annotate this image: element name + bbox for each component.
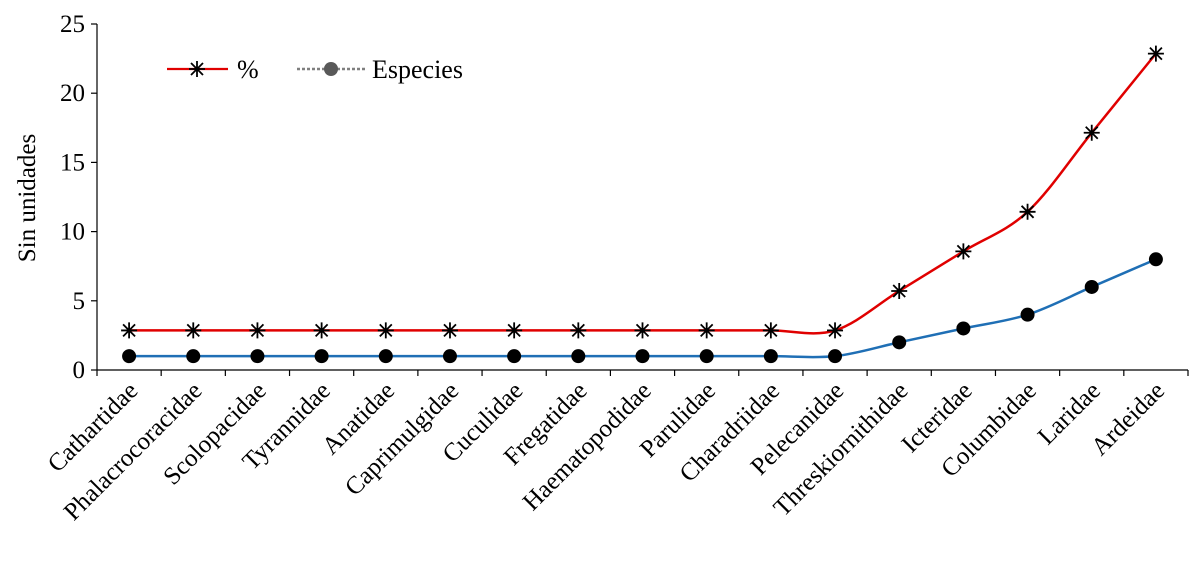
series-line-percent (129, 52, 1157, 335)
especies-point (507, 349, 522, 364)
y-tick-label: 25 (60, 11, 85, 38)
x-axis: CathartidaePhalacrocoracidaeScolopacidae… (43, 369, 1189, 526)
especies-point (892, 335, 907, 350)
especies-point (314, 349, 329, 364)
especies-point (122, 349, 137, 364)
percent-point (185, 322, 202, 339)
especies-point (571, 349, 586, 364)
percent-point (827, 322, 844, 339)
legend: % Especies (167, 55, 463, 84)
y-tick-label: 15 (60, 149, 85, 176)
percent-point (377, 322, 394, 339)
percent-point (762, 322, 779, 339)
legend-asterisk-marker (189, 61, 205, 77)
legend-label-especies: Especies (372, 55, 463, 84)
percent-point (698, 322, 715, 339)
percent-point (506, 322, 523, 339)
percent-point (634, 322, 651, 339)
y-tick-label: 10 (60, 219, 85, 246)
percent-point (570, 322, 587, 339)
especies-point (378, 349, 393, 364)
especies-point (1020, 307, 1035, 322)
percent-point (955, 243, 972, 260)
especies-point (1084, 279, 1099, 294)
percent-point (1083, 124, 1100, 141)
percent-point (441, 322, 458, 339)
especies-point (763, 349, 778, 364)
especies-point (828, 349, 843, 364)
legend-circle-marker (324, 62, 338, 76)
especies-point (442, 349, 457, 364)
especies-point (956, 321, 971, 336)
especies-point (635, 349, 650, 364)
percent-point (313, 322, 330, 339)
series-line-especies (129, 258, 1157, 359)
percent-point (121, 322, 138, 339)
percent-point (1019, 203, 1036, 220)
especies-point (699, 349, 714, 364)
legend-label-percent: % (237, 55, 259, 84)
y-tick-label: 0 (73, 357, 86, 384)
x-category-label: Caprimulgidae (340, 377, 464, 501)
percent-point (1147, 45, 1164, 62)
percent-point (891, 282, 908, 299)
especies-point (250, 349, 265, 364)
y-tick-label: 20 (60, 80, 85, 107)
series-layer (121, 45, 1164, 364)
especies-point (186, 349, 201, 364)
especies-point (1148, 252, 1163, 267)
percent-point (249, 322, 266, 339)
y-axis-title: Sin unidades (14, 134, 41, 262)
y-tick-label: 5 (73, 288, 86, 315)
y-axis: 0 5 10 15 20 25 (60, 11, 98, 384)
